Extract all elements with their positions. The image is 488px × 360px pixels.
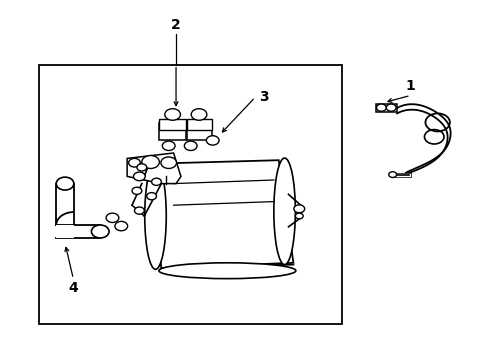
Bar xyxy=(56,225,74,238)
Circle shape xyxy=(184,141,197,150)
Polygon shape xyxy=(149,160,293,268)
Ellipse shape xyxy=(273,158,295,265)
Circle shape xyxy=(115,221,127,231)
Circle shape xyxy=(56,177,74,190)
Bar xyxy=(159,119,185,130)
Circle shape xyxy=(128,158,140,167)
Bar xyxy=(159,123,185,140)
Circle shape xyxy=(133,172,145,181)
Text: 3: 3 xyxy=(259,90,268,104)
Circle shape xyxy=(388,172,396,177)
Circle shape xyxy=(161,157,176,168)
Circle shape xyxy=(91,225,109,238)
Circle shape xyxy=(376,104,386,111)
Circle shape xyxy=(191,109,206,120)
Bar xyxy=(39,65,342,324)
Circle shape xyxy=(137,164,146,171)
Text: 2: 2 xyxy=(171,18,181,32)
Bar xyxy=(187,119,211,130)
Bar xyxy=(375,104,396,112)
Circle shape xyxy=(164,109,180,120)
Text: 1: 1 xyxy=(405,80,415,93)
Circle shape xyxy=(295,213,303,219)
Circle shape xyxy=(151,178,161,185)
Circle shape xyxy=(206,136,219,145)
Circle shape xyxy=(132,187,142,194)
Circle shape xyxy=(162,141,175,150)
Circle shape xyxy=(146,193,156,200)
Circle shape xyxy=(106,213,119,222)
Ellipse shape xyxy=(144,163,166,269)
Circle shape xyxy=(293,205,304,213)
Ellipse shape xyxy=(159,263,295,279)
Circle shape xyxy=(142,156,159,168)
Text: 4: 4 xyxy=(68,281,78,295)
Circle shape xyxy=(134,207,144,214)
Bar xyxy=(187,123,211,140)
Polygon shape xyxy=(127,153,181,184)
Circle shape xyxy=(386,104,395,111)
